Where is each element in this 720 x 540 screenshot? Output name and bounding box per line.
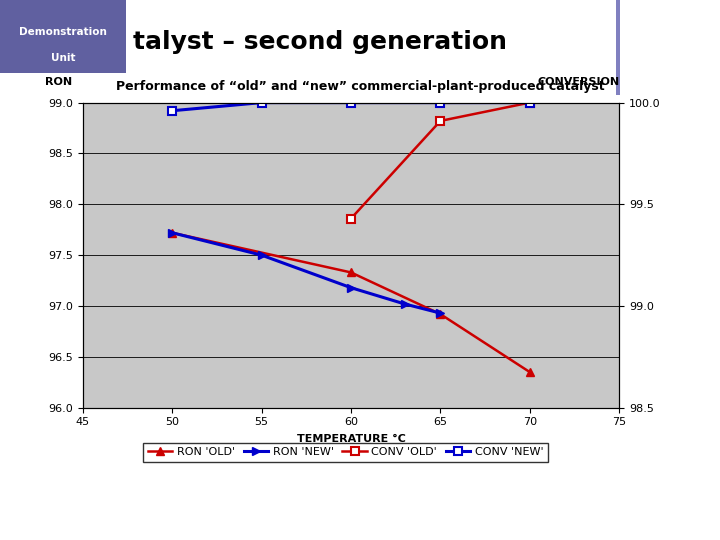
X-axis label: TEMPERATURE °C: TEMPERATURE °C xyxy=(297,434,405,444)
Bar xyxy=(0,0,126,73)
Text: CONVERSION: CONVERSION xyxy=(537,77,619,87)
Text: talyst – second generation: talyst – second generation xyxy=(133,30,507,54)
Text: RON: RON xyxy=(45,77,73,87)
Text: Performance of “old” and “new” commercial-plant-produced catalyst: Performance of “old” and “new” commercia… xyxy=(116,80,604,93)
Legend: RON 'OLD', RON 'NEW', CONV 'OLD', CONV 'NEW': RON 'OLD', RON 'NEW', CONV 'OLD', CONV '… xyxy=(143,443,548,462)
Text: Demonstration: Demonstration xyxy=(19,28,107,37)
Text: Unit: Unit xyxy=(51,53,76,63)
Bar xyxy=(616,0,620,94)
